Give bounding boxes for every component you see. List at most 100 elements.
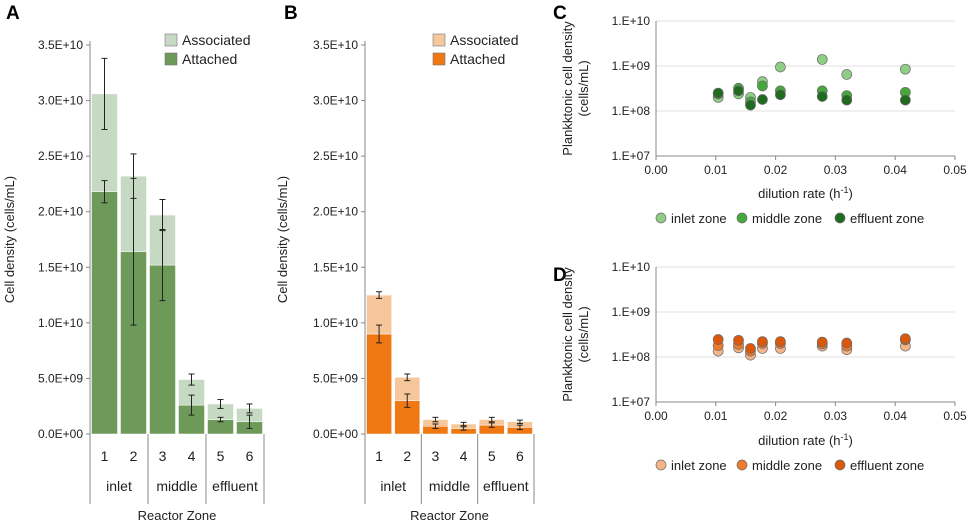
y-tick-label: 3.5E+10 <box>38 38 83 52</box>
point-effluent-zone-6 <box>816 91 828 102</box>
legend-marker-effluent-zone <box>834 459 846 471</box>
panel-letter-c: C <box>553 3 567 24</box>
error-bar-attached-5 <box>217 416 224 423</box>
point-effluent-zone-2 <box>733 85 744 97</box>
y-tick-label: 3.0E+10 <box>313 94 358 108</box>
y-tick-label: 3.5E+10 <box>313 38 358 52</box>
legend-label-attached: Attached <box>182 51 237 67</box>
point-effluent-zone-3 <box>745 343 756 354</box>
x-tick-label-3: 3 <box>159 448 167 464</box>
x-tick-label-2: 2 <box>130 448 138 464</box>
group-label-middle: middle <box>429 478 470 494</box>
legend: Associated Attached <box>164 32 250 67</box>
point-effluent-zone-3 <box>745 99 756 111</box>
legend: inlet zone middle zone effluent zone <box>655 211 924 226</box>
y-tick-label: 1.0E+10 <box>313 316 358 330</box>
error-bar-attached-1 <box>101 180 108 204</box>
point-effluent-zone-2 <box>733 334 744 346</box>
point-effluent-zone-4 <box>757 336 768 347</box>
point-effluent-zone-8 <box>900 333 911 345</box>
error-bar-attached-5 <box>488 422 495 428</box>
y-tick-label: 2.0E+10 <box>38 205 83 219</box>
y-tick-label: 1.E+08 <box>612 350 651 364</box>
x-tick-label-4: 4 <box>188 448 196 464</box>
group-label-inlet: inlet <box>106 478 132 494</box>
x-tick-label-3: 3 <box>432 448 440 464</box>
bar-attached-1 <box>366 333 392 435</box>
legend-marker-effluent-zone <box>834 212 846 224</box>
y-tick-label: 2.5E+10 <box>38 149 83 163</box>
bar-chart-a: 0.0E+00 5.0E+09 1.0E+10 1.5E+10 2.0E+10 2.5E+… <box>2 32 265 523</box>
error-bar-attached-2 <box>404 393 411 408</box>
bar-attached-1 <box>91 191 118 435</box>
x-tick-label-6: 6 <box>516 448 524 464</box>
legend-label-inlet-zone: inlet zone <box>671 458 727 473</box>
legend-marker-inlet-zone <box>655 212 667 224</box>
legend-swatch-attached <box>432 52 446 66</box>
legend-label-attached: Attached <box>450 51 505 67</box>
x-axis-title: Reactor Zone <box>138 508 217 523</box>
legend-swatch-associated <box>164 33 178 47</box>
x-tick-label: 0.04 <box>884 409 908 423</box>
series-effluent-zone <box>712 85 911 111</box>
error-bar-attached-4 <box>188 394 195 416</box>
point-effluent-zone-5 <box>775 89 786 101</box>
y-tick-label: 0.0E+00 <box>313 427 358 441</box>
point-effluent-zone-8 <box>900 94 911 106</box>
x-tick-label-5: 5 <box>217 448 225 464</box>
x-tick-label-1: 1 <box>101 448 109 464</box>
error-bar-attached-4 <box>460 426 467 431</box>
x-axis-title: Reactor Zone <box>410 508 489 523</box>
y-tick-label: 1.5E+10 <box>38 260 83 274</box>
error-bar-total-5 <box>488 416 495 423</box>
error-bar-attached-6 <box>246 414 253 429</box>
legend-marker-inlet-zone <box>655 459 667 471</box>
scatter-chart-d: 1.E+07 1.E+08 1.E+09 1.E+10 0.00 0.01 0.02 0.03… <box>560 260 967 473</box>
scatter-chart-c: 1.E+07 1.E+08 1.E+09 1.E+10 0.00 0.01 0.02 0.03… <box>560 14 967 226</box>
x-tick-label: 0.00 <box>644 409 668 423</box>
legend: inlet zone middle zone effluent zone <box>655 458 924 473</box>
error-bar-total-3 <box>432 416 439 423</box>
group-label-effluent: effluent <box>483 478 529 494</box>
y-axis-title-line2: (cells/mL) <box>576 60 591 116</box>
y-tick-label: 1.E+07 <box>612 395 651 409</box>
legend-label-middle-zone: middle zone <box>752 211 822 226</box>
point-inlet-zone-5 <box>775 61 786 73</box>
y-axis-title-line2: (cells/mL) <box>576 306 591 362</box>
panel-letter-b: B <box>284 3 298 24</box>
error-bar-attached-6 <box>516 424 523 431</box>
x-tick-label: 0.05 <box>943 163 967 177</box>
point-middle-zone-4 <box>757 80 768 92</box>
legend-marker-middle-zone <box>736 212 748 224</box>
y-tick-label: 1.E+10 <box>612 260 651 274</box>
y-axis-title-line1: Plankktonic cell density <box>560 267 575 402</box>
legend-label-effluent-zone: effluent zone <box>850 211 924 226</box>
series-effluent-zone <box>712 333 911 354</box>
error-bar-total-1 <box>101 57 108 130</box>
y-tick-label: 1.E+09 <box>612 59 651 73</box>
y-axis-title: Cell density (cells/mL) <box>2 176 17 303</box>
point-effluent-zone-5 <box>775 336 786 347</box>
y-tick-label: 0.0E+00 <box>38 427 83 441</box>
x-tick-label: 0.03 <box>824 409 848 423</box>
y-tick-label: 1.5E+10 <box>313 260 358 274</box>
y-tick-label: 2.5E+10 <box>313 149 358 163</box>
y-tick-label: 2.0E+10 <box>313 205 358 219</box>
y-axis-title-line1: Plankktonic cell density <box>560 21 575 156</box>
point-inlet-zone-8 <box>900 63 911 75</box>
x-tick-label-6: 6 <box>246 448 254 464</box>
point-effluent-zone-7 <box>841 94 853 106</box>
point-inlet-zone-7 <box>841 69 853 80</box>
group-label-effluent: effluent <box>212 478 258 494</box>
x-tick-label-4: 4 <box>460 448 468 464</box>
y-tick-label: 1.E+10 <box>612 14 651 28</box>
legend-label-effluent-zone: effluent zone <box>850 458 924 473</box>
group-label-middle: middle <box>156 478 197 494</box>
point-effluent-zone-7 <box>841 337 853 349</box>
error-bar-total-3 <box>159 198 166 232</box>
group-label-inlet: inlet <box>380 478 406 494</box>
error-bar-attached-1 <box>376 324 383 344</box>
error-bar-total-1 <box>376 291 383 299</box>
x-tick-label: 0.05 <box>943 409 967 423</box>
